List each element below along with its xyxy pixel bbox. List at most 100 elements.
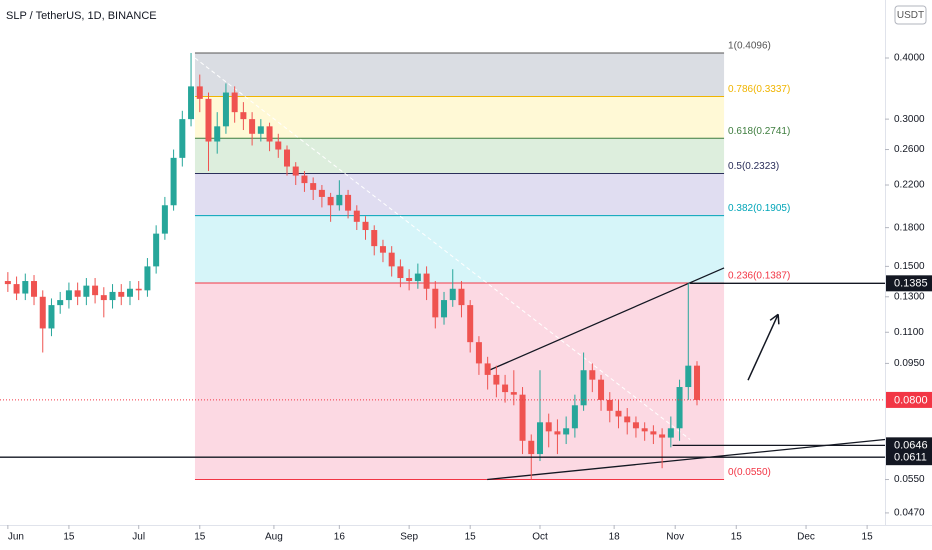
candle-body xyxy=(292,166,299,176)
x-tick-label: 18 xyxy=(609,532,621,543)
y-tick-label: 0.1500 xyxy=(894,261,925,272)
candle-body xyxy=(109,291,116,301)
x-tick-label: Sep xyxy=(400,532,418,543)
fib-band xyxy=(194,173,725,216)
candle-body xyxy=(74,290,81,297)
candle-body xyxy=(327,196,334,206)
candle-body xyxy=(345,194,352,211)
fib-level-label: 0.236(0.1387) xyxy=(728,271,790,282)
candle-body xyxy=(284,149,291,167)
fib-band xyxy=(194,96,725,139)
candle-body xyxy=(406,278,413,282)
fib-band xyxy=(194,52,725,97)
x-tick-label: 15 xyxy=(194,532,206,543)
candle-body xyxy=(336,194,343,206)
candle-body xyxy=(580,370,587,406)
plot-area: 1(0.4096) 0.786(0.3337) 0.618(0.2741) 0.5(0… xyxy=(0,41,886,481)
price-tag-label: 0.0800 xyxy=(894,394,928,406)
y-tick-label: 0.1100 xyxy=(894,327,924,338)
candle-body xyxy=(493,374,500,385)
candle-body xyxy=(266,126,273,142)
candle-body xyxy=(214,126,221,142)
unit-button[interactable] xyxy=(894,5,927,25)
candle-body xyxy=(48,305,55,329)
fib-level-label: 0.5(0.2323) xyxy=(728,161,779,172)
candle-body xyxy=(545,422,552,432)
candle-body xyxy=(606,399,613,411)
candle-body xyxy=(4,281,11,285)
candle-body xyxy=(536,422,543,455)
candle-body xyxy=(161,205,168,234)
fib-level-label: 0(0.0550) xyxy=(728,467,771,478)
price-tag xyxy=(886,449,932,466)
trendline xyxy=(490,267,725,371)
fib-band xyxy=(194,215,725,284)
candle-body xyxy=(57,300,64,306)
x-tick-label: 16 xyxy=(334,532,346,543)
y-tick-label: 0.0950 xyxy=(894,358,925,369)
y-tick-label: 0.4000 xyxy=(894,53,925,64)
y-tick-label: 0.2200 xyxy=(894,180,925,191)
y-tick-label: 0.2600 xyxy=(894,144,925,155)
candle-body xyxy=(423,273,430,289)
candle-body xyxy=(519,394,526,441)
y-tick-label: 0.1800 xyxy=(894,222,925,233)
price-tag-label: 0.0646 xyxy=(894,440,928,452)
candle-body xyxy=(318,189,325,197)
x-tick-label: Oct xyxy=(532,532,548,543)
fib-band xyxy=(194,138,725,174)
candle-body xyxy=(632,422,639,429)
candle-body xyxy=(92,285,99,296)
price-tag xyxy=(886,391,932,408)
fib-level-label: 1(0.4096) xyxy=(728,41,771,52)
candle-body xyxy=(240,112,247,120)
candle-body xyxy=(388,252,395,267)
fib-level-label: 0.382(0.1905) xyxy=(728,203,790,214)
candle-body xyxy=(554,431,561,435)
unit-label[interactable]: USDT xyxy=(897,10,924,21)
x-tick-label: Jun xyxy=(8,532,24,543)
candle-body xyxy=(362,221,369,231)
y-tick-label: 0.1300 xyxy=(894,291,925,302)
trendline xyxy=(194,57,691,440)
candle-body xyxy=(39,296,46,329)
y-tick-label: 0.0470 xyxy=(894,508,925,519)
x-tick-label: 15 xyxy=(63,532,75,543)
candle-body xyxy=(144,266,151,291)
candle-body xyxy=(502,384,509,393)
candle-body xyxy=(414,273,421,282)
candle-body xyxy=(100,295,107,301)
x-tick-label: Aug xyxy=(265,532,283,543)
x-tick-label: Dec xyxy=(797,532,815,543)
x-tick-label: Jul xyxy=(132,532,145,543)
y-tick-label: 0.0550 xyxy=(894,474,925,485)
candle-body xyxy=(118,291,125,297)
candle-body xyxy=(563,428,570,435)
candle-body xyxy=(475,342,482,364)
candle-body xyxy=(458,288,465,306)
price-tag xyxy=(886,275,932,292)
arrow-head xyxy=(769,313,779,321)
price-tag-label: 0.0611 xyxy=(894,452,927,464)
x-tick-label: 15 xyxy=(465,532,477,543)
arrow-head xyxy=(777,314,780,325)
x-tick-label: Nov xyxy=(666,532,684,543)
candle-body xyxy=(484,363,491,375)
candle-body xyxy=(170,157,177,206)
candle-body xyxy=(22,281,29,294)
price-tag-label: 0.1385 xyxy=(894,278,928,290)
candle-body xyxy=(589,370,596,380)
candle-body xyxy=(598,379,605,400)
candle-body xyxy=(449,288,456,301)
candle-body xyxy=(353,210,360,222)
candle-body xyxy=(615,410,622,417)
x-tick-label: 15 xyxy=(862,532,874,543)
candle-body xyxy=(249,119,256,134)
candle-body xyxy=(432,288,439,318)
candle-body xyxy=(659,434,666,438)
candle-body xyxy=(83,285,90,297)
candle-body xyxy=(676,387,683,429)
candle-body xyxy=(153,233,160,267)
x-tick-label: 15 xyxy=(731,532,743,543)
